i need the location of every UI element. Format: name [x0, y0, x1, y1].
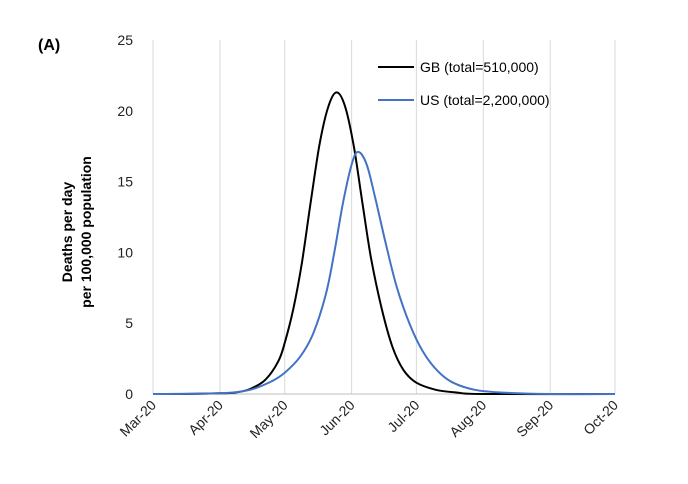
- x-tick-label: Oct-20: [580, 397, 621, 438]
- legend: GB (total=510,000) US (total=2,200,000): [378, 59, 550, 108]
- series-line-us: [152, 150, 616, 396]
- legend-label-us: US (total=2,200,000): [420, 92, 550, 108]
- x-tick-label: May-20: [246, 397, 290, 441]
- x-tick-label: Jul-20: [384, 397, 422, 435]
- x-tick-label: Apr-20: [185, 397, 226, 438]
- y-axis-ticks: 0 5 10 15 20 25: [117, 32, 133, 402]
- y-tick-label: 15: [117, 174, 133, 190]
- y-tick-label: 5: [125, 315, 133, 331]
- y-tick-label: 25: [117, 32, 133, 48]
- x-tick-label: Sep-20: [513, 397, 556, 440]
- y-axis-label-line-2: per 100,000 population: [78, 156, 94, 308]
- series-lines: [152, 91, 616, 396]
- x-tick-label: Aug-20: [446, 397, 489, 440]
- y-tick-label: 10: [117, 244, 133, 260]
- x-tick-label: Mar-20: [116, 397, 159, 440]
- grid-lines: [152, 40, 616, 394]
- series-line-gb: [152, 91, 616, 396]
- legend-label-gb: GB (total=510,000): [420, 59, 539, 75]
- y-tick-label: 0: [125, 386, 133, 402]
- x-axis-ticks: Mar-20 Apr-20 May-20 Jun-20 Jul-20 Aug-20 Sep-…: [116, 397, 621, 441]
- y-tick-label: 20: [117, 103, 133, 119]
- y-axis-label: Deaths per day per 100,000 population: [59, 156, 94, 308]
- y-axis-label-line-1: Deaths per day: [59, 182, 75, 283]
- x-tick-label: Jun-20: [316, 397, 358, 439]
- panel-label: (A): [38, 37, 60, 54]
